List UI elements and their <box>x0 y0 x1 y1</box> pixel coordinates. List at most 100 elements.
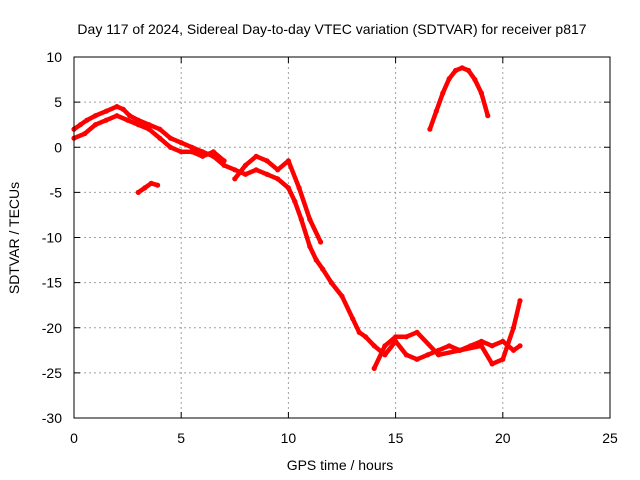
data-point <box>135 122 141 128</box>
data-point <box>453 67 459 74</box>
data-point <box>292 198 298 204</box>
y-tick-label: -30 <box>42 410 62 426</box>
data-point <box>517 298 523 304</box>
series-track-arc <box>427 65 491 132</box>
data-point <box>489 343 495 349</box>
data-point <box>242 162 249 168</box>
data-point <box>84 117 90 123</box>
data-point <box>146 122 152 128</box>
data-point <box>114 104 120 110</box>
data-point <box>178 149 184 155</box>
data-point <box>200 153 206 159</box>
data-point <box>285 185 291 191</box>
x-tick-label: 25 <box>602 430 618 446</box>
data-point <box>135 117 141 123</box>
data-point <box>114 113 120 119</box>
data-point <box>92 113 98 119</box>
data-point <box>510 325 517 331</box>
data-point <box>320 266 326 272</box>
x-tick-label: 15 <box>388 430 404 446</box>
data-point <box>210 149 216 155</box>
series-track-main <box>71 104 523 362</box>
data-point <box>146 126 152 132</box>
y-tick-label: 10 <box>46 49 62 65</box>
data-point <box>148 180 154 186</box>
data-point <box>232 167 238 173</box>
data-point <box>425 352 431 358</box>
data-point <box>465 67 472 74</box>
data-point <box>313 257 319 263</box>
data-point <box>350 316 356 322</box>
x-axis-label: GPS time / hours <box>287 457 394 473</box>
data-point <box>167 135 174 141</box>
y-tick-label: -15 <box>42 275 62 291</box>
y-tick-label: -10 <box>42 230 62 246</box>
y-tick-label: -20 <box>42 320 62 336</box>
y-tick-label: 5 <box>54 94 62 110</box>
data-point <box>435 352 442 358</box>
data-point <box>382 343 388 349</box>
data-point <box>178 140 184 146</box>
data-point <box>155 182 161 188</box>
data-series <box>71 65 523 371</box>
data-point <box>363 334 369 340</box>
data-point <box>103 117 109 123</box>
data-point <box>371 343 377 349</box>
data-point <box>446 76 452 82</box>
chart-title: Day 117 of 2024, Sidereal Day-to-day VTE… <box>77 21 586 37</box>
data-point <box>510 347 517 353</box>
data-point <box>298 216 304 222</box>
data-point <box>403 334 409 340</box>
data-point <box>500 338 506 344</box>
data-point <box>427 126 433 132</box>
grid-lines <box>74 57 610 418</box>
data-point <box>339 293 345 299</box>
data-point <box>103 108 109 114</box>
data-point <box>189 144 195 150</box>
data-point <box>157 135 163 141</box>
y-tick-label: 0 <box>54 139 62 155</box>
data-point <box>157 126 163 132</box>
y-tick-label: -5 <box>50 184 63 200</box>
data-point <box>457 347 463 353</box>
data-point <box>167 144 174 150</box>
data-point <box>125 117 131 123</box>
data-point <box>242 171 249 177</box>
data-point <box>489 361 495 367</box>
data-point <box>232 176 238 182</box>
data-point <box>189 149 195 155</box>
data-point <box>356 329 362 335</box>
data-point <box>478 338 484 344</box>
data-point <box>478 90 484 96</box>
data-point <box>440 90 446 96</box>
data-point <box>264 158 270 164</box>
data-point <box>472 77 478 83</box>
data-point <box>459 65 465 71</box>
data-point <box>517 343 523 349</box>
data-point <box>120 106 126 112</box>
data-point <box>414 356 420 362</box>
data-point <box>414 329 420 335</box>
data-point <box>307 243 313 250</box>
data-point <box>307 216 313 222</box>
data-point <box>77 122 83 128</box>
data-point <box>485 113 491 119</box>
axis-ticks: 0 5 10 15 20 25 -30 -25 -20 -15 -10 -5 0 5 10 <box>42 49 618 446</box>
x-tick-label: 10 <box>281 430 297 446</box>
data-point <box>403 352 409 358</box>
data-point <box>127 113 133 119</box>
data-point <box>221 158 227 164</box>
data-point <box>296 185 302 191</box>
y-axis-label: SDTVAR / TECUs <box>6 182 22 294</box>
data-point <box>82 131 88 137</box>
data-point <box>285 158 291 164</box>
data-point <box>328 280 334 286</box>
x-tick-label: 5 <box>177 430 185 446</box>
data-point <box>318 239 324 245</box>
data-point <box>200 149 206 155</box>
data-point <box>478 343 484 349</box>
data-point <box>371 365 377 371</box>
x-tick-label: 0 <box>70 430 78 446</box>
data-point <box>253 153 259 159</box>
